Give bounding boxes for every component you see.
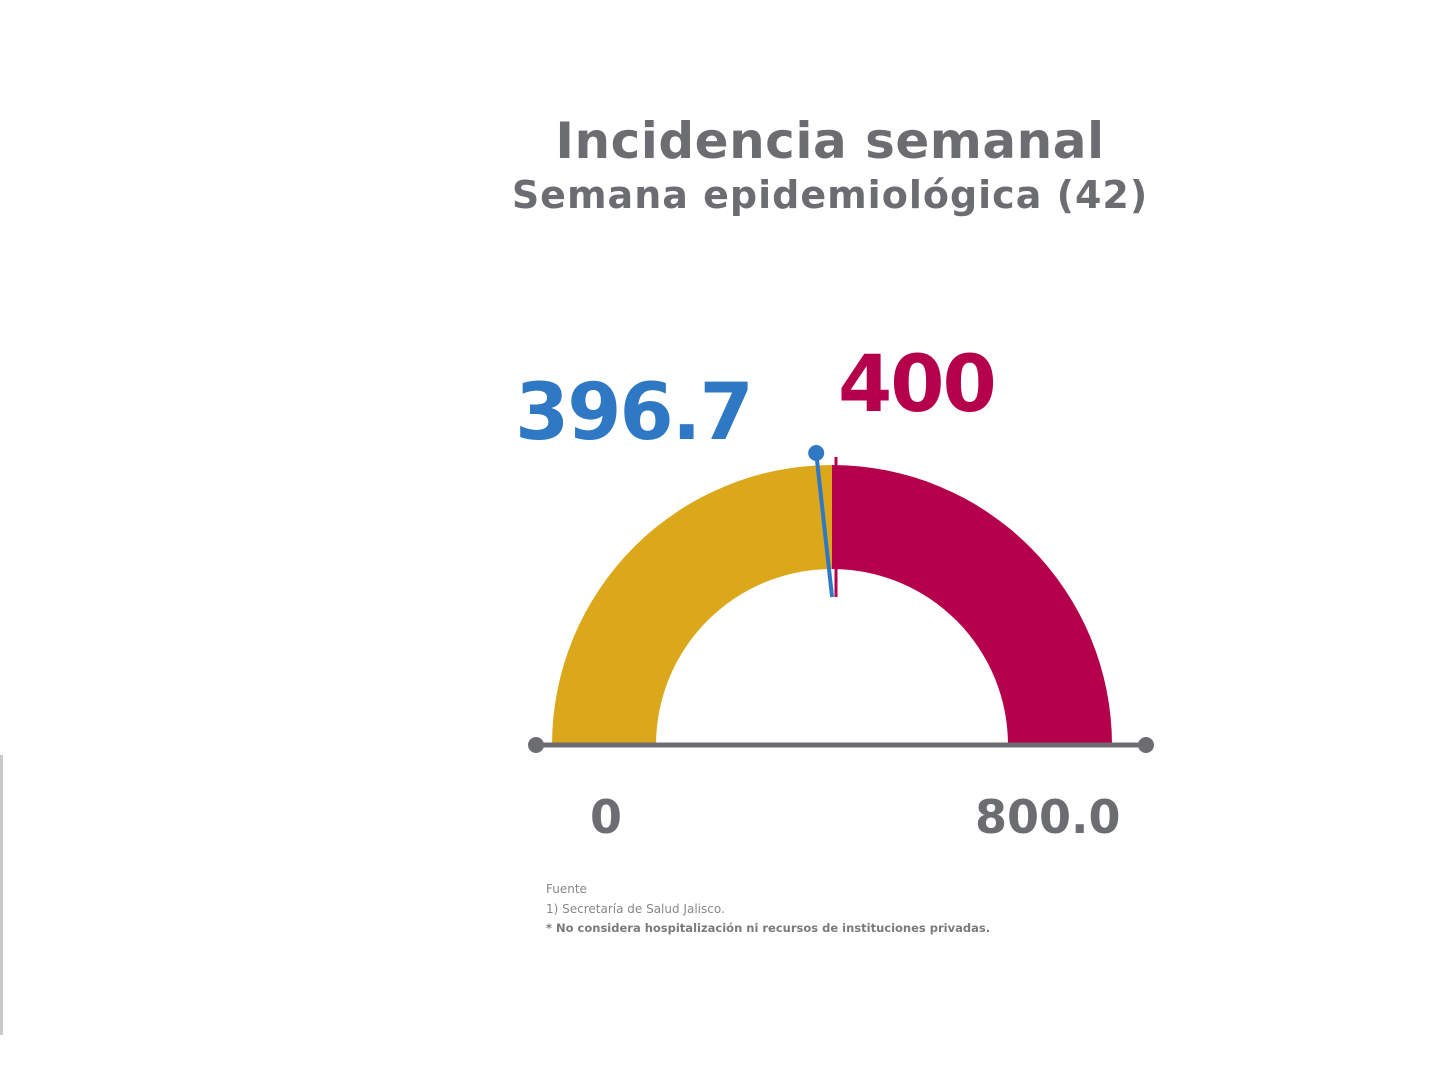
gauge-arc-above-threshold xyxy=(832,465,1112,745)
gauge-min-label: 0 xyxy=(590,790,623,844)
chart-subtitle: Semana epidemiológica (42) xyxy=(511,173,1149,217)
value-needle-head xyxy=(808,445,825,462)
baseline-left-endpoint xyxy=(528,737,544,753)
current-value-label: 396.7 xyxy=(515,368,754,458)
gauge-arc-below-threshold xyxy=(552,465,832,745)
footnote-source-heading: Fuente xyxy=(546,882,587,896)
footnote-source-line: 1) Secretaría de Salud Jalisco. xyxy=(546,902,725,916)
threshold-value-label: 400 xyxy=(838,340,997,430)
gauge-max-label: 800.0 xyxy=(975,790,1121,844)
chart-title: Incidencia semanal xyxy=(555,112,1105,170)
value-needle xyxy=(814,452,835,598)
baseline-right-endpoint xyxy=(1138,737,1154,753)
left-edge-divider xyxy=(0,755,3,1035)
footnote-note: * No considera hospitalización ni recurs… xyxy=(546,921,991,935)
